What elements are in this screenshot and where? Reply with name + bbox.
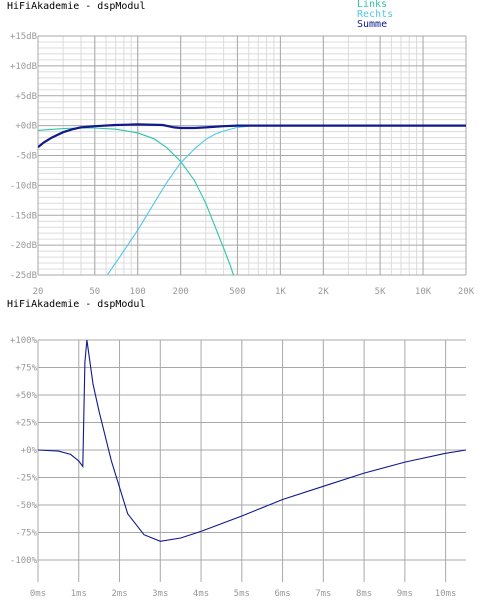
impulse-y-tick-label: +0% bbox=[21, 446, 38, 456]
impulse-x-tick-label: 10ms bbox=[435, 589, 457, 599]
frequency-y-tick-label: +15dB bbox=[10, 32, 37, 42]
series-line-rechts bbox=[106, 125, 249, 275]
frequency-x-tick-label: 500 bbox=[229, 287, 245, 297]
series-line-summe bbox=[38, 123, 466, 148]
impulse-x-tick-label: 9ms bbox=[397, 589, 413, 599]
frequency-y-tick-label: +0dB bbox=[15, 122, 37, 132]
frequency-y-tick-label: -20dB bbox=[10, 241, 37, 251]
impulse-y-tick-label: +25% bbox=[15, 419, 37, 429]
impulse-y-tick-label: -50% bbox=[15, 501, 37, 511]
frequency-response-chart: +15dB +10dB +5dB +0dB -5dB -10dB -15dB -20dB -25… bbox=[10, 32, 475, 297]
frequency-y-tick-label: -25dB bbox=[10, 271, 37, 281]
impulse-x-tick-label: 0ms bbox=[30, 589, 46, 599]
impulse-y-tick-label: +100% bbox=[10, 336, 38, 346]
frequency-x-tick-label: 100 bbox=[130, 287, 146, 297]
impulse-y-tick-label: -25% bbox=[15, 474, 37, 484]
legend-entry-links: Links bbox=[357, 0, 388, 10]
impulse-y-tick-label: -75% bbox=[15, 529, 37, 539]
impulse-response-chart: +100% +75% +50% +25% +0% -25% -50% -75% -100% 0ms… bbox=[10, 336, 466, 599]
legend-entry-rechts: Rechts bbox=[357, 9, 394, 20]
frequency-y-tick-label: -15dB bbox=[10, 211, 37, 221]
impulse-chart-title: HiFiAkademie - dspModul bbox=[7, 299, 146, 310]
impulse-x-tick-label: 8ms bbox=[356, 589, 372, 599]
impulse-x-tick-label: 5ms bbox=[234, 589, 250, 599]
frequency-x-tick-label: 20 bbox=[33, 287, 44, 297]
impulse-response-line bbox=[38, 340, 466, 542]
frequency-x-tick-label: 50 bbox=[89, 287, 100, 297]
legend: Links Rechts Summe bbox=[357, 0, 393, 30]
frequency-x-tick-label: 5K bbox=[375, 287, 386, 297]
impulse-x-tick-label: 4ms bbox=[193, 589, 209, 599]
impulse-x-tick-label: 7ms bbox=[315, 589, 331, 599]
impulse-x-tick-label: 6ms bbox=[274, 589, 290, 599]
legend-entry-summe: Summe bbox=[357, 19, 388, 30]
frequency-x-tick-label: 200 bbox=[173, 287, 189, 297]
frequency-x-tick-label: 20K bbox=[458, 287, 475, 297]
impulse-x-tick-label: 3ms bbox=[152, 589, 168, 599]
impulse-y-tick-label: +75% bbox=[15, 364, 37, 374]
impulse-y-tick-label: -100% bbox=[10, 556, 38, 566]
impulse-x-tick-label: 1ms bbox=[71, 589, 87, 599]
frequency-x-tick-label: 2K bbox=[318, 287, 329, 297]
frequency-y-tick-label: -5dB bbox=[15, 152, 37, 162]
frequency-y-tick-label: +10dB bbox=[10, 62, 37, 72]
frequency-x-tick-label: 10K bbox=[415, 287, 432, 297]
impulse-x-tick-label: 2ms bbox=[111, 589, 127, 599]
frequency-x-tick-label: 1K bbox=[275, 287, 286, 297]
frequency-chart-title: HiFiAkademie - dspModul bbox=[7, 1, 146, 12]
frequency-y-tick-label: -10dB bbox=[10, 181, 37, 191]
frequency-y-tick-label: +5dB bbox=[15, 92, 37, 102]
impulse-y-tick-label: +50% bbox=[15, 391, 37, 401]
